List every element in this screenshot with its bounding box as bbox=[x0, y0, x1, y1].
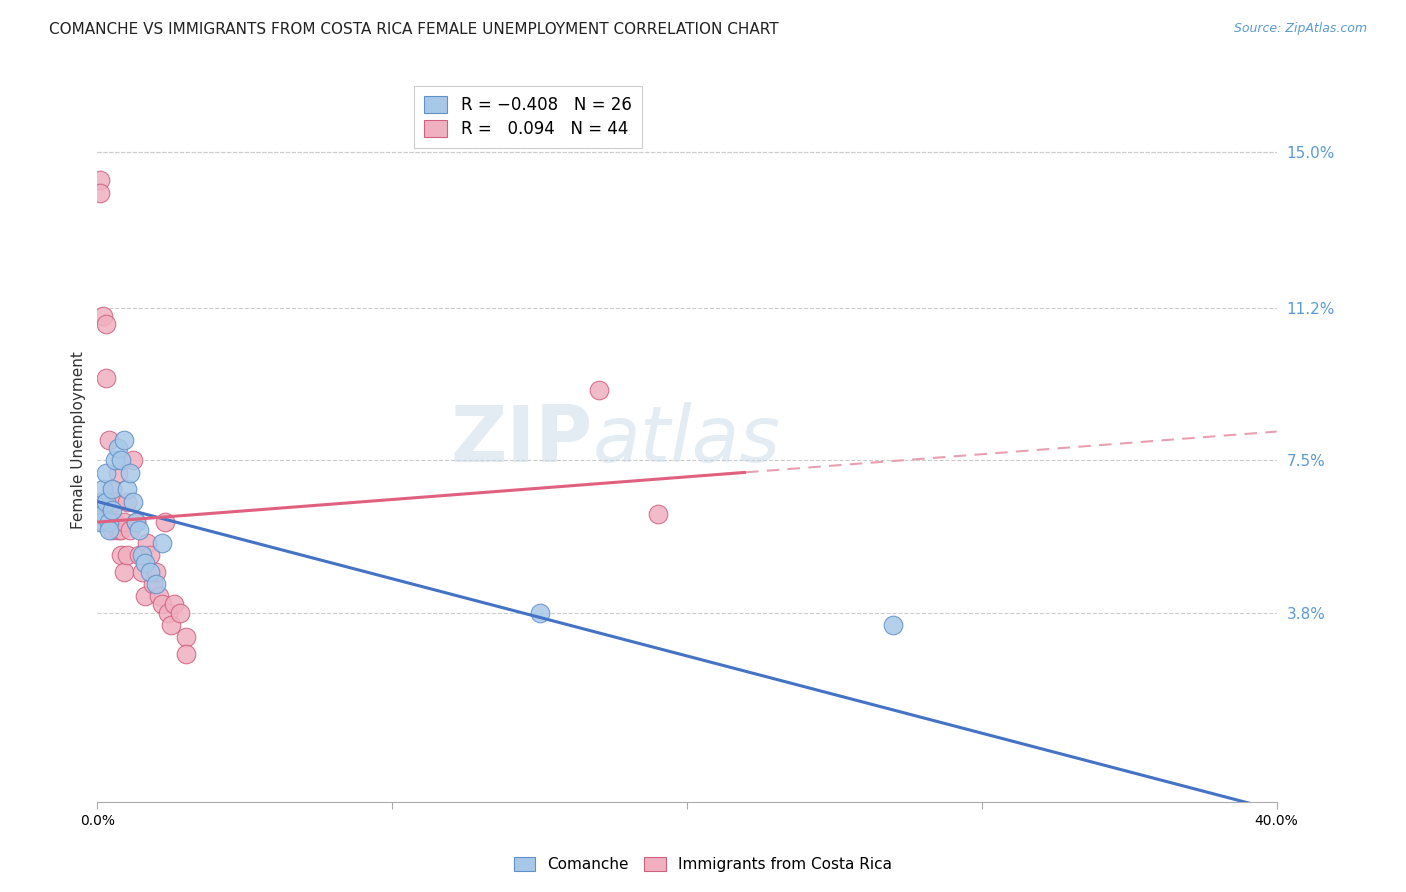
Point bbox=[98, 524, 121, 538]
Point bbox=[139, 565, 162, 579]
Point bbox=[91, 310, 114, 324]
Point bbox=[89, 515, 111, 529]
Point bbox=[131, 565, 153, 579]
Point bbox=[148, 589, 170, 603]
Point bbox=[150, 535, 173, 549]
Point bbox=[104, 515, 127, 529]
Point bbox=[139, 548, 162, 562]
Point bbox=[157, 606, 180, 620]
Text: ZIP: ZIP bbox=[450, 401, 593, 478]
Text: COMANCHE VS IMMIGRANTS FROM COSTA RICA FEMALE UNEMPLOYMENT CORRELATION CHART: COMANCHE VS IMMIGRANTS FROM COSTA RICA F… bbox=[49, 22, 779, 37]
Point bbox=[91, 515, 114, 529]
Point bbox=[121, 453, 143, 467]
Point bbox=[131, 548, 153, 562]
Point bbox=[128, 524, 150, 538]
Point bbox=[134, 589, 156, 603]
Point bbox=[124, 515, 146, 529]
Point bbox=[98, 515, 121, 529]
Point bbox=[169, 606, 191, 620]
Point bbox=[107, 466, 129, 480]
Point bbox=[101, 515, 124, 529]
Point bbox=[91, 507, 114, 521]
Point bbox=[124, 515, 146, 529]
Point bbox=[882, 618, 904, 632]
Point bbox=[153, 515, 176, 529]
Point bbox=[104, 494, 127, 508]
Point bbox=[142, 577, 165, 591]
Point bbox=[110, 524, 132, 538]
Point bbox=[112, 565, 135, 579]
Point bbox=[112, 433, 135, 447]
Point bbox=[98, 433, 121, 447]
Point bbox=[96, 494, 118, 508]
Point bbox=[115, 494, 138, 508]
Point bbox=[136, 535, 159, 549]
Point bbox=[150, 598, 173, 612]
Point bbox=[107, 441, 129, 455]
Text: atlas: atlas bbox=[593, 401, 780, 478]
Point bbox=[110, 548, 132, 562]
Point bbox=[89, 173, 111, 187]
Point bbox=[115, 482, 138, 496]
Legend: R = −0.408   N = 26, R =   0.094   N = 44: R = −0.408 N = 26, R = 0.094 N = 44 bbox=[413, 86, 641, 148]
Point bbox=[118, 524, 141, 538]
Point bbox=[588, 384, 610, 398]
Point bbox=[96, 318, 118, 332]
Point bbox=[163, 598, 186, 612]
Point bbox=[96, 371, 118, 385]
Point bbox=[91, 482, 114, 496]
Point bbox=[101, 482, 124, 496]
Point bbox=[89, 186, 111, 200]
Point bbox=[91, 507, 114, 521]
Point bbox=[174, 647, 197, 661]
Point bbox=[529, 606, 551, 620]
Point bbox=[112, 515, 135, 529]
Text: Source: ZipAtlas.com: Source: ZipAtlas.com bbox=[1233, 22, 1367, 36]
Point bbox=[101, 524, 124, 538]
Y-axis label: Female Unemployment: Female Unemployment bbox=[72, 351, 86, 529]
Point bbox=[101, 503, 124, 517]
Point bbox=[110, 453, 132, 467]
Point bbox=[118, 466, 141, 480]
Point bbox=[115, 548, 138, 562]
Point bbox=[121, 494, 143, 508]
Point bbox=[89, 494, 111, 508]
Point bbox=[96, 466, 118, 480]
Point bbox=[647, 507, 669, 521]
Point bbox=[128, 548, 150, 562]
Point bbox=[101, 482, 124, 496]
Legend: Comanche, Immigrants from Costa Rica: Comanche, Immigrants from Costa Rica bbox=[506, 849, 900, 880]
Point bbox=[160, 618, 183, 632]
Point bbox=[174, 631, 197, 645]
Point bbox=[134, 557, 156, 571]
Point bbox=[104, 453, 127, 467]
Point bbox=[107, 524, 129, 538]
Point bbox=[96, 494, 118, 508]
Point bbox=[98, 515, 121, 529]
Point bbox=[145, 565, 167, 579]
Point bbox=[145, 577, 167, 591]
